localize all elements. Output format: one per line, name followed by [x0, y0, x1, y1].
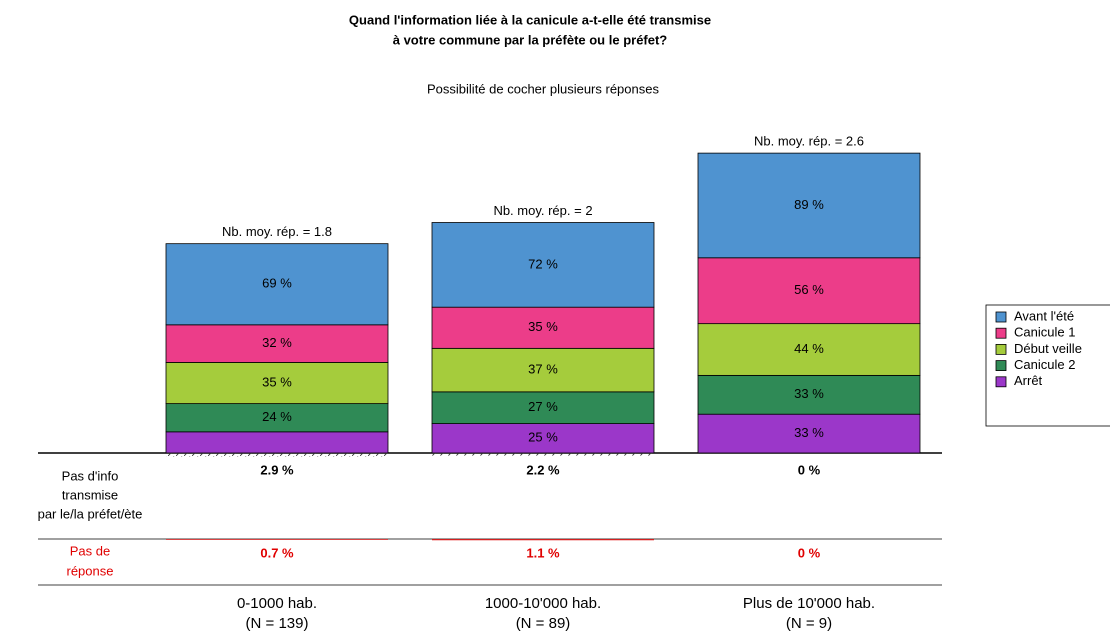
bar-segment — [697, 374, 921, 415]
bar-segment — [431, 306, 655, 349]
bar-segment — [165, 431, 389, 454]
value-label: 32 % — [262, 335, 292, 350]
bar-segment — [165, 243, 389, 326]
row-label: Pas d'info — [62, 468, 119, 483]
no-info-label: 0 % — [798, 462, 821, 477]
bar-segment — [165, 362, 389, 405]
legend-label: Canicule 2 — [1014, 357, 1075, 372]
legend-swatch — [995, 311, 1007, 323]
value-label: 56 % — [794, 282, 824, 297]
legend-label: Canicule 1 — [1014, 325, 1075, 340]
bar-segment — [431, 347, 655, 393]
n-label: (N = 89) — [516, 615, 571, 632]
category-label: Plus de 10'000 hab. — [743, 595, 875, 612]
bar-segment — [431, 222, 655, 308]
bar-segment — [431, 391, 655, 424]
bar-segment — [431, 423, 655, 454]
row-label: Pas de — [70, 543, 110, 558]
chart-title: Quand l'information liée à la canicule a… — [349, 12, 711, 27]
legend-swatch — [995, 327, 1007, 339]
no-answer-label: 0 % — [798, 545, 821, 560]
chart-title: à votre commune par la préfète ou le pré… — [393, 32, 668, 47]
no-answer-label: 1.1 % — [526, 545, 560, 560]
bar-segment — [165, 324, 389, 363]
value-label: 89 % — [794, 197, 824, 212]
value-label: 35 % — [528, 319, 558, 334]
no-info-bar — [432, 453, 654, 456]
value-label: 35 % — [262, 374, 292, 389]
no-info-label: 2.2 % — [526, 462, 560, 477]
legend-swatch — [995, 360, 1007, 372]
no-info-label: 2.9 % — [260, 462, 294, 477]
no-answer-bar — [166, 539, 388, 540]
no-answer-label: 0.7 % — [260, 545, 294, 560]
value-label: 37 % — [528, 362, 558, 377]
n-label: (N = 9) — [786, 615, 832, 632]
value-label: 69 % — [262, 276, 292, 291]
bar-segment — [697, 323, 921, 376]
value-label: 27 % — [528, 399, 558, 414]
no-info-bar — [166, 453, 388, 457]
legend-swatch — [995, 376, 1007, 388]
no-answer-bar — [432, 539, 654, 541]
value-label: 72 % — [528, 256, 558, 271]
value-label: 25 % — [528, 430, 558, 445]
bar-segment — [697, 257, 921, 325]
subtitle: Possibilité de cocher plusieurs réponses — [427, 81, 659, 96]
n-label: (N = 139) — [246, 615, 309, 632]
value-label: 33 % — [794, 386, 824, 401]
total-label: Nb. moy. rép. = 2.6 — [754, 134, 864, 149]
value-label: 24 % — [262, 409, 292, 424]
value-label: 44 % — [794, 341, 824, 356]
row-label: réponse — [67, 563, 114, 578]
legend-label: Début veille — [1014, 341, 1082, 356]
bar-segment — [697, 413, 921, 454]
total-label: Nb. moy. rép. = 2 — [493, 203, 592, 218]
value-label: 33 % — [794, 425, 824, 440]
legend — [985, 304, 1110, 427]
category-label: 1000-10'000 hab. — [485, 595, 601, 612]
total-label: Nb. moy. rép. = 1.8 — [222, 224, 332, 239]
legend-label: Avant l'été — [1014, 308, 1074, 323]
bar-segment — [697, 152, 921, 259]
bar-segment — [165, 403, 389, 433]
legend-label: Arrêt — [1014, 373, 1043, 388]
category-label: 0-1000 hab. — [237, 595, 317, 612]
row-label: transmise — [62, 487, 118, 502]
row-label: par le/la préfet/ète — [38, 506, 143, 521]
legend-swatch — [995, 343, 1007, 355]
